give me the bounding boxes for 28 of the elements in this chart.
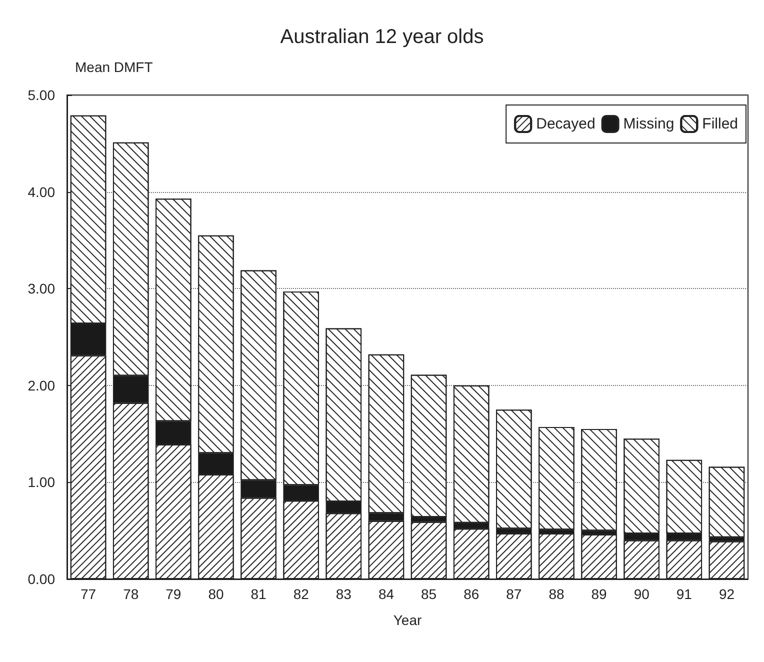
x-tick-label: 82 <box>293 586 310 602</box>
x-tick-label: 77 <box>80 586 96 602</box>
x-tick-label: 85 <box>420 586 437 602</box>
x-tick-label: 87 <box>506 586 522 602</box>
legend-label: Filled <box>702 116 738 132</box>
chart-title: Australian 12 year olds <box>280 26 484 48</box>
x-tick-label: 84 <box>378 586 394 602</box>
y-tick-label: 4.00 <box>28 184 56 200</box>
x-tick-label: 79 <box>166 586 182 602</box>
x-tick-label: 81 <box>250 586 267 602</box>
y-tick-label: 0.00 <box>28 571 56 587</box>
x-tick-label: 90 <box>634 586 650 602</box>
x-axis-title: Year <box>393 612 422 628</box>
y-axis-title: Mean DMFT <box>75 59 154 75</box>
legend-label: Decayed <box>536 116 596 132</box>
x-tick-label: 83 <box>336 586 352 602</box>
x-tick-label: 91 <box>676 586 692 602</box>
y-tick-label: 1.00 <box>28 474 56 490</box>
legend-label: Missing <box>623 116 674 132</box>
x-tick-label: 88 <box>548 586 564 602</box>
y-tick-label: 5.00 <box>28 87 56 103</box>
x-tick-label: 78 <box>123 586 139 602</box>
x-tick-label: 92 <box>718 586 735 602</box>
x-tick-label: 89 <box>591 586 608 602</box>
y-tick-label: 3.00 <box>28 280 56 297</box>
y-tick-label: 2.00 <box>28 377 56 394</box>
x-tick-label: 86 <box>464 586 480 602</box>
x-tick-label: 80 <box>208 586 224 602</box>
